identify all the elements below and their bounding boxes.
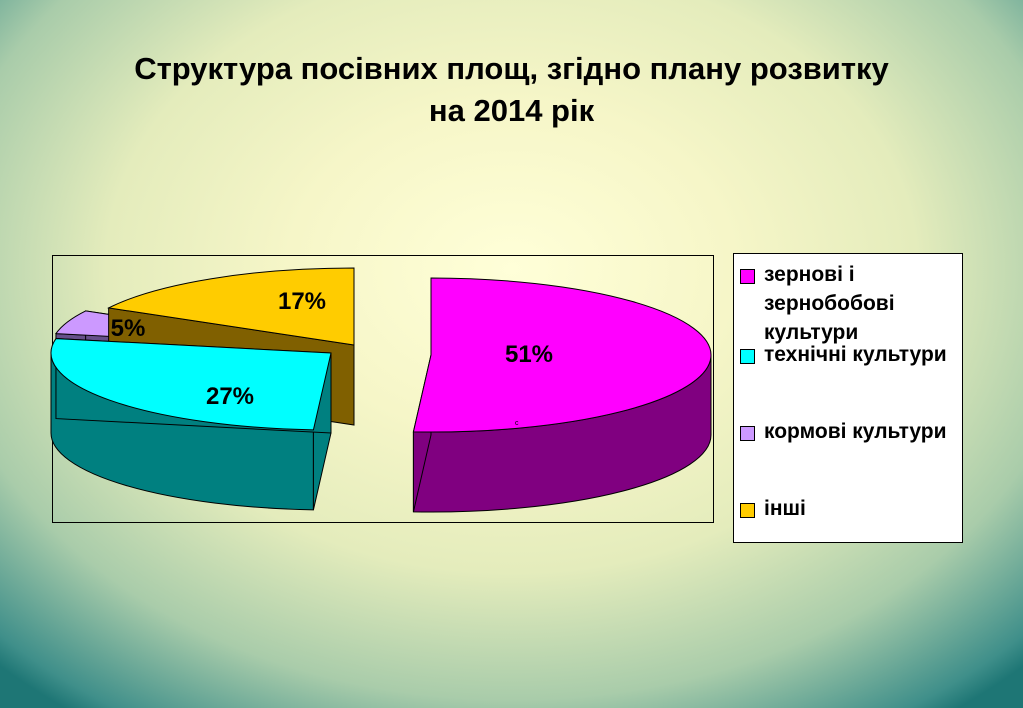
pie-slice-grain [412, 277, 712, 513]
pie-top-other [106, 267, 355, 346]
chart-title: Структура посівних площ, згідно плану ро… [0, 48, 1023, 132]
chart-title-line-1: Структура посівних площ, згідно плану ро… [134, 51, 889, 86]
legend-label-grain: зернові і зернобобові культури [764, 263, 895, 344]
data-label-technical: 27% [206, 383, 254, 410]
legend-item-technical: технічні культури [740, 340, 954, 369]
pie-top-technical [50, 338, 332, 431]
legend-swatch-fodder [740, 426, 755, 441]
tiny-mark: c [515, 420, 519, 427]
legend-item-fodder: кормові культури [740, 417, 954, 446]
legend-swatch-grain [740, 269, 755, 284]
legend-label-fodder: кормові культури [764, 420, 947, 443]
legend-swatch-technical [740, 349, 755, 364]
data-label-fodder: 5% [111, 315, 146, 342]
legend-item-other: інші [740, 494, 954, 523]
legend-swatch-other [740, 503, 755, 518]
chart-title-line-2: на 2014 рік [428, 93, 595, 128]
legend-label-technical: технічні культури [764, 343, 947, 366]
legend: зернові і зернобобові культури технічні … [733, 253, 963, 543]
legend-item-grain: зернові і зернобобові культури [740, 260, 954, 347]
pie-top-grain [412, 277, 712, 433]
legend-label-other: інші [764, 497, 806, 520]
pie-slice-technical [50, 338, 332, 511]
data-label-grain: 51% [505, 341, 553, 368]
data-label-other: 17% [278, 288, 326, 315]
